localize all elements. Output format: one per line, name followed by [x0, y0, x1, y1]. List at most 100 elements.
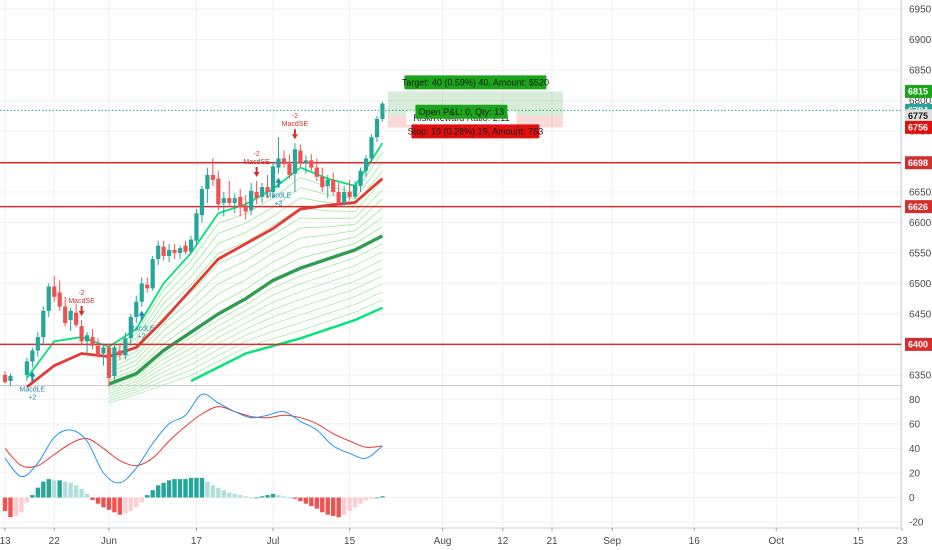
target-label[interactable]: Target: 40 (0.59%) 40, Amount: $520 — [402, 75, 549, 90]
candle-body — [35, 337, 40, 351]
long-entry-signal[interactable]: MacdLE+2 — [266, 177, 292, 208]
candle-body — [216, 178, 221, 205]
candle-body — [145, 284, 150, 289]
candle — [123, 332, 128, 360]
macd-histogram-bar — [166, 480, 172, 498]
ema-ribbon-line — [108, 275, 383, 397]
ema-ribbon-line — [108, 217, 383, 377]
candle-body — [199, 188, 205, 216]
candle-body — [95, 345, 101, 356]
candle — [167, 243, 172, 263]
signal-arrow-up-icon — [29, 371, 36, 382]
candle-body — [90, 337, 95, 346]
ema-base-line — [190, 306, 383, 383]
candle-body — [139, 283, 144, 302]
candle — [216, 170, 221, 211]
candle — [352, 181, 358, 200]
candle — [57, 280, 62, 311]
candle — [177, 245, 183, 260]
macd-histogram-bar — [270, 493, 276, 498]
macd-histogram-bar — [248, 497, 254, 499]
macd-histogram-bar — [363, 497, 369, 500]
candle-body — [232, 198, 237, 203]
candle-body — [188, 239, 194, 252]
macd-histogram-bar — [106, 497, 112, 510]
time-axis-tick: Aug — [434, 536, 452, 547]
candle-body — [2, 374, 8, 383]
macd-histogram-bar — [161, 482, 166, 498]
macd-axis-tick: 60 — [909, 419, 921, 430]
candle — [227, 181, 232, 208]
macd-histogram-bar — [369, 497, 374, 499]
open-pnl-label[interactable]: Open P&L: 0, Qty: 13 — [415, 104, 508, 119]
stop-label[interactable]: Stop: 19 (0.28%) 19, Amount: 753 — [408, 124, 544, 139]
signal-arrow-up-icon — [275, 177, 282, 188]
candle-body — [24, 361, 29, 375]
macd-histogram-bar — [259, 496, 265, 498]
macd-histogram-bar — [358, 497, 363, 504]
signal-text: +2 — [138, 334, 146, 341]
candle-body — [298, 150, 303, 163]
signal-arrow-down-icon — [78, 306, 85, 316]
candle-body — [265, 187, 270, 192]
macd-histogram-bar — [347, 497, 352, 512]
macd-axis-tick: 40 — [909, 444, 921, 455]
signal-arrow-down-icon — [291, 129, 298, 140]
price-axis-tick: 6350 — [909, 370, 932, 381]
candle-body — [161, 246, 166, 256]
macd-axis-tick: 80 — [909, 395, 921, 406]
macd-histogram-bar — [254, 497, 259, 499]
ema-ribbon-line — [108, 243, 383, 387]
price-axis-tick: 6900 — [909, 35, 932, 46]
macd-histogram-bar — [68, 482, 73, 498]
candle-body — [172, 249, 177, 253]
macd-histogram-bar — [210, 485, 216, 498]
long-entry-signal[interactable]: MacdLE+2 — [20, 371, 46, 402]
macd-axis-tick: -20 — [909, 518, 924, 529]
macd-histogram-bar — [331, 497, 336, 516]
candle — [139, 277, 144, 307]
ema-ribbon-line — [108, 198, 383, 370]
candle — [380, 101, 385, 122]
level-price-tag: 6698 — [905, 156, 932, 170]
candle-body — [243, 205, 248, 212]
stop-price-tag: 6756 — [905, 120, 932, 134]
time-axis-tick: 22 — [49, 536, 61, 547]
macd-histogram-bar — [199, 477, 205, 498]
ema-ribbon-line — [108, 291, 383, 401]
candle — [8, 373, 13, 386]
candle-body — [41, 310, 46, 338]
candle-body — [347, 192, 352, 197]
candle-body — [52, 286, 57, 297]
signal-text: -2 — [78, 290, 84, 297]
macd-histogram-bar — [24, 497, 30, 503]
candle — [145, 277, 150, 293]
candle-body — [303, 160, 308, 163]
macd-histogram-bar — [8, 497, 13, 518]
candle-body — [363, 158, 369, 171]
candle-body — [358, 170, 363, 186]
price-axis-tick: 6650 — [909, 188, 932, 199]
macd-histogram-bar — [19, 497, 24, 513]
candle-body — [79, 326, 84, 342]
candle-body — [46, 286, 51, 311]
candle-body — [123, 338, 128, 356]
candle — [74, 304, 79, 328]
candle-body — [57, 292, 62, 307]
macd-histogram-bar — [341, 497, 347, 515]
candle-body — [112, 347, 117, 377]
macd-histogram-bar — [30, 495, 35, 498]
macd-histogram-bar — [194, 477, 199, 498]
candle — [134, 295, 139, 324]
candle — [161, 240, 166, 261]
candle-body — [331, 179, 336, 192]
macd-histogram-bar — [150, 490, 155, 498]
long-entry-signal[interactable]: MacdLE+2 — [129, 310, 155, 341]
macd-histogram-bar — [265, 495, 270, 498]
candle-body — [281, 158, 287, 164]
candle-body — [336, 192, 341, 203]
candle-body — [292, 149, 298, 174]
